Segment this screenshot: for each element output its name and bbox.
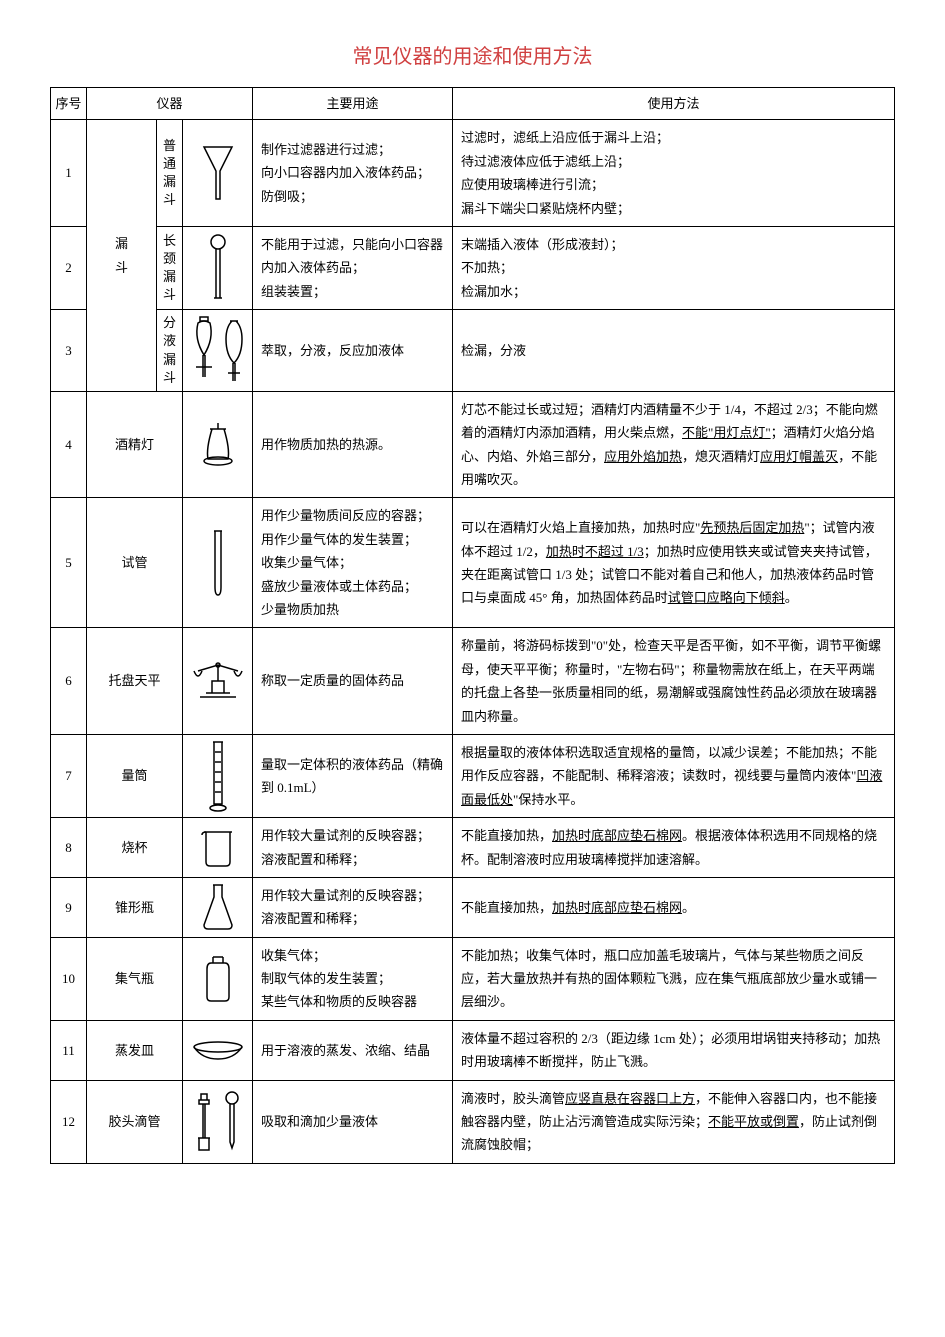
instrument-name: 锥形瓶 (87, 877, 183, 937)
instrument-name: 集气瓶 (87, 937, 183, 1020)
instrument-method: 不能直接加热，加热时底部应垫石棉网。根据液体体积选用不同规格的烧杯。配制溶液时应… (453, 818, 895, 878)
instrument-use: 量取一定体积的液体药品（精确到 0.1mL） (253, 734, 453, 817)
table-row: 1漏斗普通漏斗制作过滤器进行过滤；向小口容器内加入液体药品；防倒吸；过滤时，滤纸… (51, 120, 895, 227)
col-num-header: 序号 (51, 88, 87, 120)
instrument-method: 根据量取的液体体积选取适宜规格的量筒，以减少误差；不能加热；不能用作反应容器，不… (453, 734, 895, 817)
instrument-subname: 普通漏斗 (157, 120, 183, 227)
instrument-method: 不能直接加热，加热时底部应垫石棉网。 (453, 877, 895, 937)
row-number: 4 (51, 391, 87, 498)
testtube-icon (183, 498, 253, 628)
dropper-icon (183, 1080, 253, 1163)
instrument-use: 收集气体；制取气体的发生装置；某些气体和物质的反映容器 (253, 937, 453, 1020)
table-row: 4酒精灯用作物质加热的热源。灯芯不能过长或过短；酒精灯内酒精量不少于 1/4，不… (51, 391, 895, 498)
col-name-header: 仪器 (87, 88, 253, 120)
page-title: 常见仪器的用途和使用方法 (50, 40, 895, 69)
instruments-table: 序号 仪器 主要用途 使用方法 1漏斗普通漏斗 制作过滤器进行过滤；向小口容器内加… (50, 87, 895, 1164)
instrument-method: 液体量不超过容积的 2/3（距边缘 1cm 处）；必须用坩埚钳夹持移动；加热时用… (453, 1020, 895, 1080)
row-number: 12 (51, 1080, 87, 1163)
instrument-name: 试管 (87, 498, 183, 628)
instrument-use: 萃取，分液，反应加液体 (253, 310, 453, 392)
col-use-header: 主要用途 (253, 88, 453, 120)
instrument-subname: 分液漏斗 (157, 310, 183, 392)
instrument-use: 不能用于过滤，只能向小口容器内加入液体药品；组装装置； (253, 226, 453, 309)
row-number: 3 (51, 310, 87, 392)
table-row: 7量筒量取一定体积的液体药品（精确到 0.1mL）根据量取的液体体积选取适宜规格… (51, 734, 895, 817)
instrument-name: 量筒 (87, 734, 183, 817)
row-number: 6 (51, 628, 87, 735)
table-row: 8烧杯 用作较大量试剂的反映容器；溶液配置和稀释；不能直接加热，加热时底部应垫石棉… (51, 818, 895, 878)
instrument-use: 吸取和滴加少量液体 (253, 1080, 453, 1163)
erlenmeyer-icon (183, 877, 253, 937)
row-number: 7 (51, 734, 87, 817)
sepfunnel-icon (183, 310, 253, 392)
instrument-method: 称量前，将游码标拨到"0"处，检查天平是否平衡，如不平衡，调节平衡螺母，使天平平… (453, 628, 895, 735)
row-number: 5 (51, 498, 87, 628)
instrument-use: 制作过滤器进行过滤；向小口容器内加入液体药品；防倒吸； (253, 120, 453, 227)
table-row: 3 分液漏斗 萃取，分液，反应加液体检漏，分液 (51, 310, 895, 392)
instrument-name: 托盘天平 (87, 628, 183, 735)
instrument-name: 烧杯 (87, 818, 183, 878)
table-header-row: 序号 仪器 主要用途 使用方法 (51, 88, 895, 120)
row-number: 10 (51, 937, 87, 1020)
instrument-name: 蒸发皿 (87, 1020, 183, 1080)
balance-icon (183, 628, 253, 735)
row-number: 1 (51, 120, 87, 227)
col-method-header: 使用方法 (453, 88, 895, 120)
instrument-method: 末端插入液体（形成液封）；不加热；检漏加水； (453, 226, 895, 309)
row-number: 11 (51, 1020, 87, 1080)
gasjar-icon (183, 937, 253, 1020)
instrument-subname: 长颈漏斗 (157, 226, 183, 309)
instrument-method: 检漏，分液 (453, 310, 895, 392)
instrument-method: 过滤时，滤纸上沿应低于漏斗上沿；待过滤液体应低于滤纸上沿；应使用玻璃棒进行引流；… (453, 120, 895, 227)
table-row: 12胶头滴管吸取和滴加少量液体滴液时，胶头滴管应竖直悬在容器口上方，不能伸入容器… (51, 1080, 895, 1163)
instrument-use: 用作少量物质间反应的容器；用作少量气体的发生装置；收集少量气体；盛放少量液体或土… (253, 498, 453, 628)
row-number: 8 (51, 818, 87, 878)
table-row: 6托盘天平称取一定质量的固体药品称量前，将游码标拨到"0"处，检查天平是否平衡，… (51, 628, 895, 735)
instrument-use: 用作较大量试剂的反映容器；溶液配置和稀释； (253, 877, 453, 937)
instrument-method: 可以在酒精灯火焰上直接加热，加热时应"先预热后固定加热"；试管内液体不超过 1/… (453, 498, 895, 628)
table-row: 5试管用作少量物质间反应的容器；用作少量气体的发生装置；收集少量气体；盛放少量液… (51, 498, 895, 628)
instrument-use: 称取一定质量的固体药品 (253, 628, 453, 735)
instrument-use: 用于溶液的蒸发、浓缩、结晶 (253, 1020, 453, 1080)
table-row: 9锥形瓶 用作较大量试剂的反映容器；溶液配置和稀释；不能直接加热，加热时底部应垫石… (51, 877, 895, 937)
instrument-method: 灯芯不能过长或过短；酒精灯内酒精量不少于 1/4，不超过 2/3；不能向燃着的酒… (453, 391, 895, 498)
instrument-method: 不能加热；收集气体时，瓶口应加盖毛玻璃片，气体与某些物质之间反应，若大量放热并有… (453, 937, 895, 1020)
instrument-use: 用作较大量试剂的反映容器；溶液配置和稀释； (253, 818, 453, 878)
beaker-icon (183, 818, 253, 878)
instrument-name: 胶头滴管 (87, 1080, 183, 1163)
instrument-group: 漏斗 (87, 120, 157, 391)
cylinder-icon (183, 734, 253, 817)
longneck-icon (183, 226, 253, 309)
table-row: 2 长颈漏斗 不能用于过滤，只能向小口容器内加入液体药品；组装装置；末端插入液体（形… (51, 226, 895, 309)
instrument-name: 酒精灯 (87, 391, 183, 498)
table-row: 10集气瓶收集气体；制取气体的发生装置；某些气体和物质的反映容器不能加热；收集气… (51, 937, 895, 1020)
evapdish-icon (183, 1020, 253, 1080)
instrument-method: 滴液时，胶头滴管应竖直悬在容器口上方，不能伸入容器口内，也不能接触容器内壁，防止… (453, 1080, 895, 1163)
instrument-use: 用作物质加热的热源。 (253, 391, 453, 498)
table-row: 11蒸发皿 用于溶液的蒸发、浓缩、结晶液体量不超过容积的 2/3（距边缘 1cm … (51, 1020, 895, 1080)
funnel-icon (183, 120, 253, 227)
row-number: 9 (51, 877, 87, 937)
row-number: 2 (51, 226, 87, 309)
lamp-icon (183, 391, 253, 498)
